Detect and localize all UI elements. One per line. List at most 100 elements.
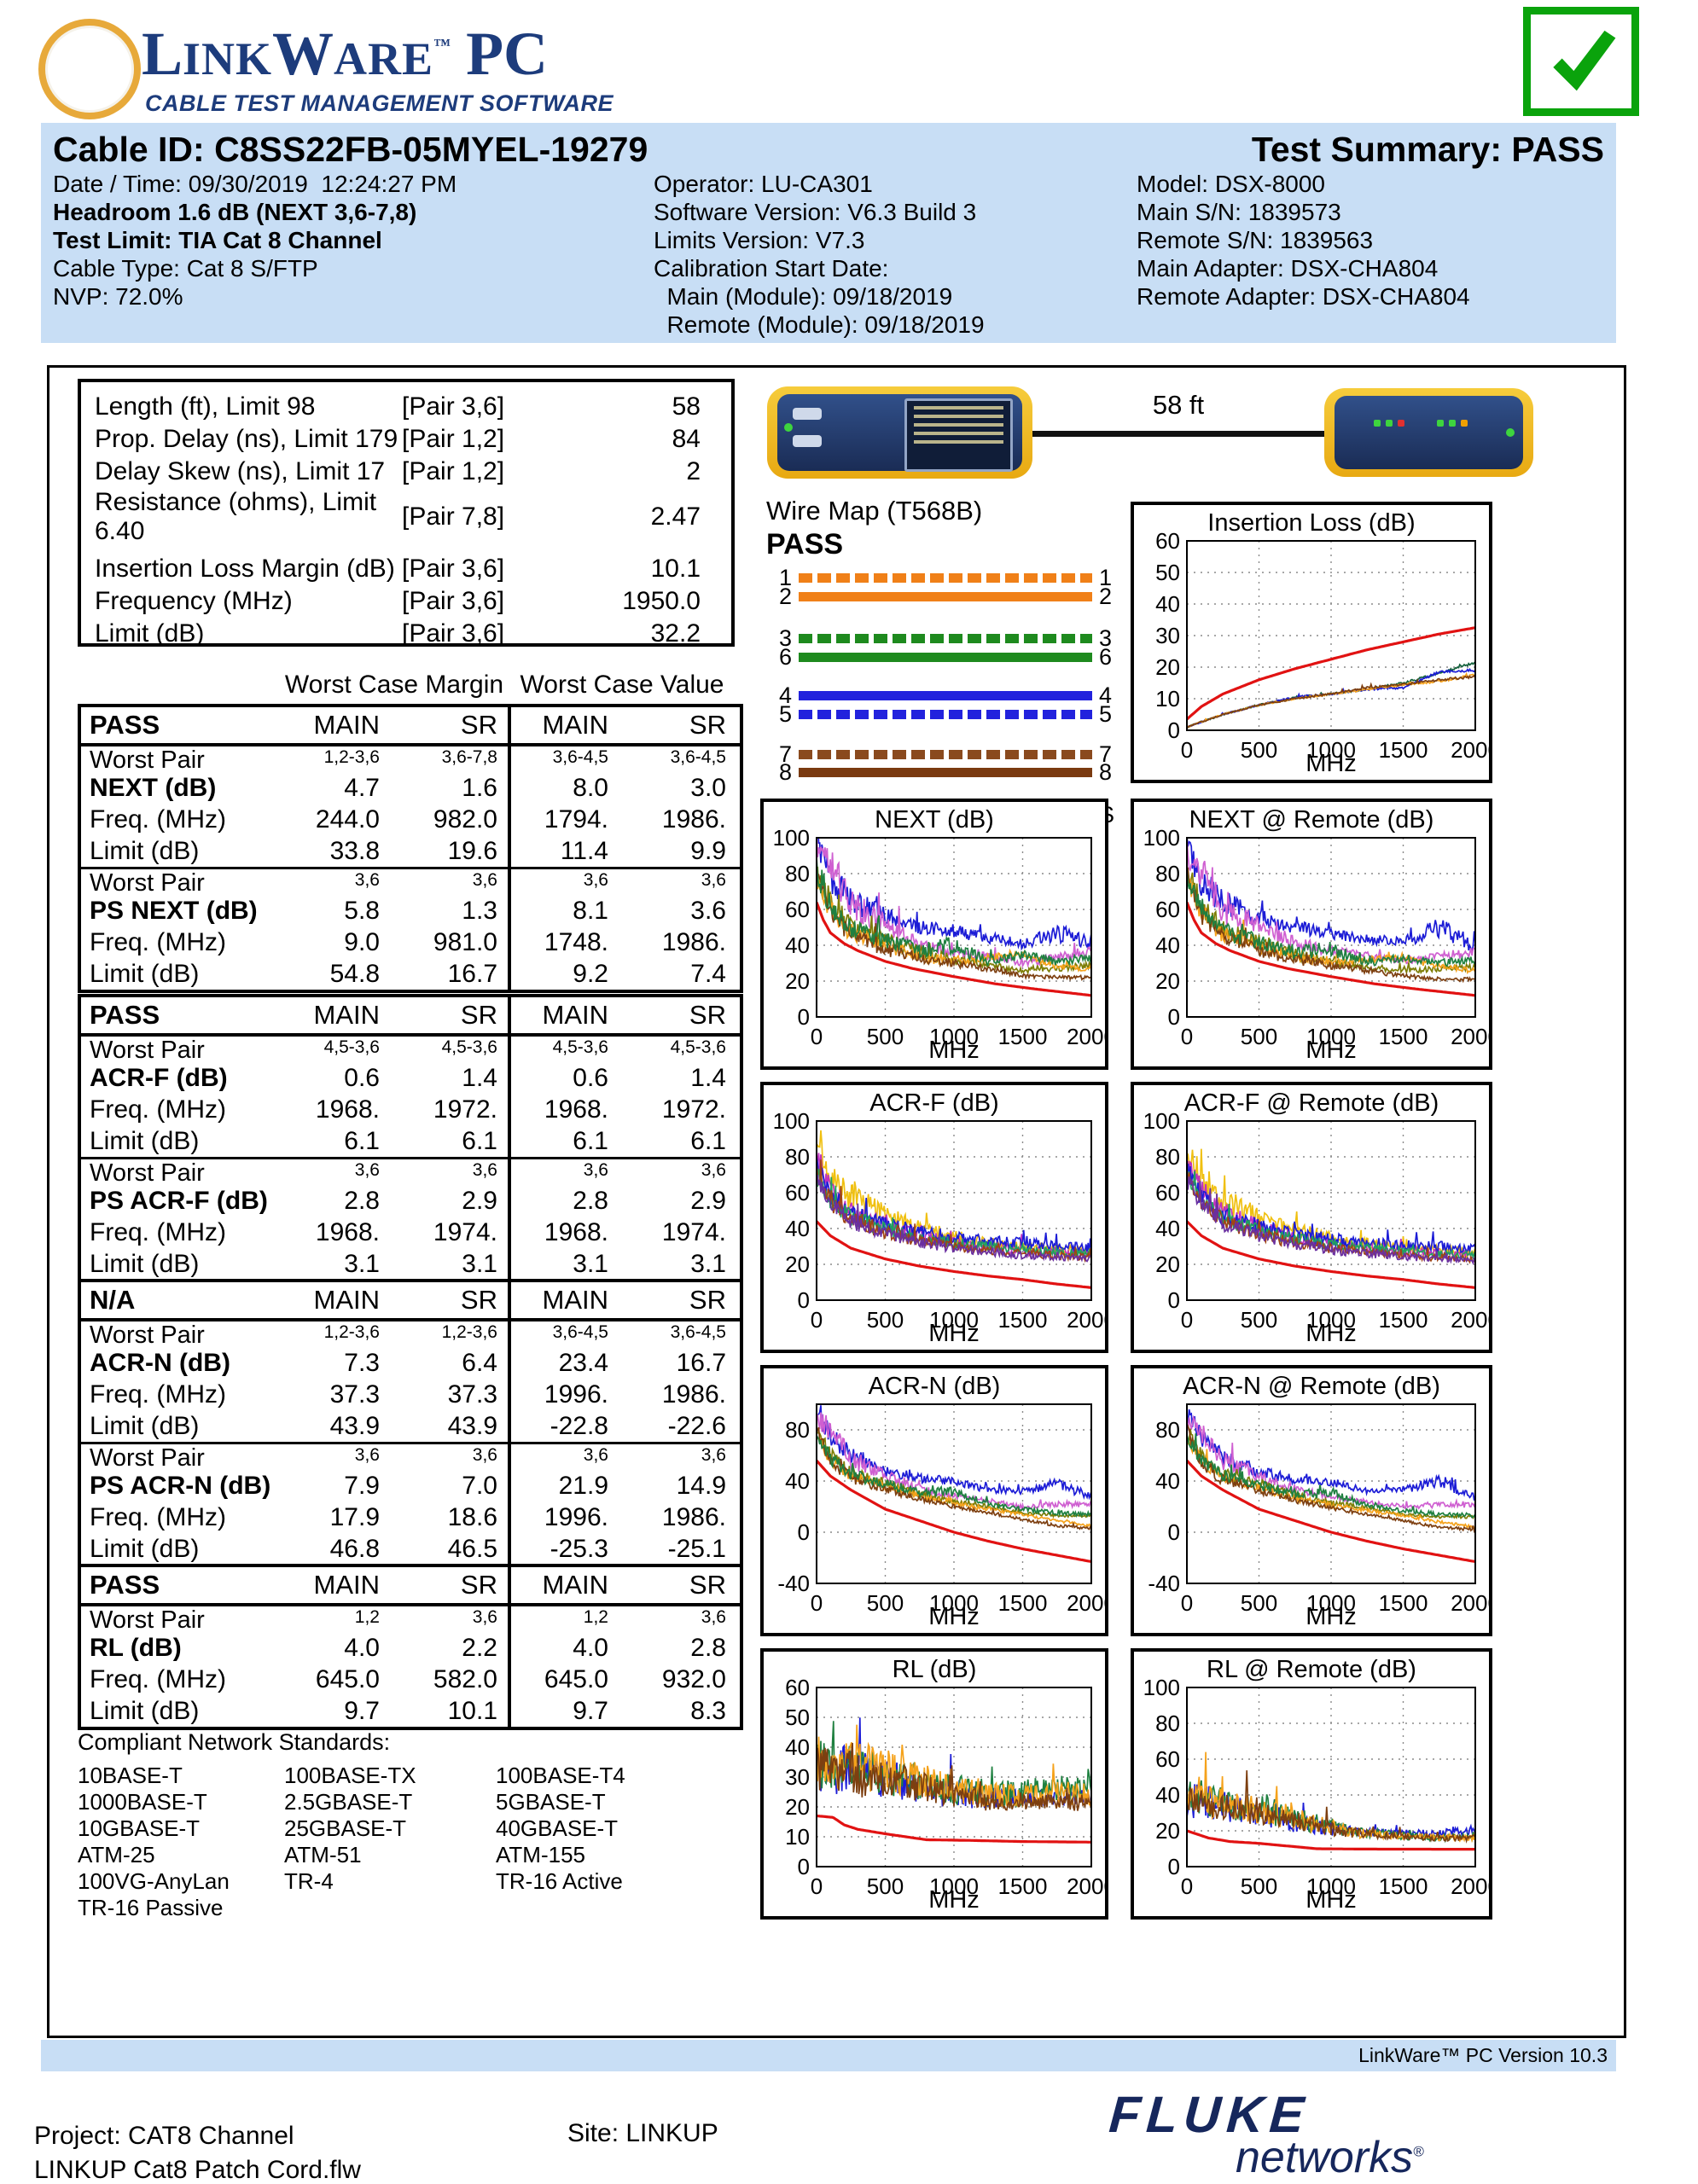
result-row-value: 3,6 bbox=[701, 1160, 726, 1180]
chart-series-s4 bbox=[1187, 674, 1475, 729]
x-axis-label: MHz bbox=[928, 1886, 980, 1914]
result-row-value: 1,2-3,6 bbox=[323, 747, 380, 767]
acrf-remote-chart: ACR-F @ Remote (dB) 0 20 40 60 80 100 0 500 1000 1… bbox=[1131, 1082, 1492, 1353]
result-row-value: 1996. bbox=[508, 1379, 619, 1410]
standard-item: ATM-155 bbox=[496, 1842, 585, 1867]
y-tick-label: 60 bbox=[1155, 1180, 1180, 1205]
result-row-value: 1794. bbox=[508, 804, 619, 835]
summary-row-label: Length (ft), Limit 98 bbox=[95, 392, 316, 421]
version-band: LinkWare™ PC Version 10.3 bbox=[41, 2040, 1616, 2071]
summary-row-value: 58 bbox=[672, 392, 701, 421]
result-row-label: Limit (dB) bbox=[90, 836, 200, 865]
x-tick-label: 1500 bbox=[1379, 1307, 1428, 1333]
result-row-value: 9.2 bbox=[508, 958, 619, 990]
x-tick-label: 2000 bbox=[1451, 737, 1489, 763]
summary-row-label: Insertion Loss Margin (dB) bbox=[95, 555, 395, 583]
result-row-value: 2.2 bbox=[462, 1633, 497, 1662]
result-row-label: PS ACR-N (dB) bbox=[90, 1471, 271, 1500]
result-row-value: 9.7 bbox=[344, 1696, 380, 1725]
y-tick-label: 40 bbox=[1155, 1782, 1180, 1808]
result-row-value: 3,6 bbox=[354, 1160, 380, 1180]
y-tick-label: 0 bbox=[1168, 717, 1180, 743]
result-table-column-header: SR bbox=[689, 1570, 726, 1600]
y-tick-label: 80 bbox=[785, 1144, 810, 1170]
y-tick-label: 40 bbox=[785, 1216, 810, 1241]
chart-limit-line bbox=[817, 1220, 1091, 1289]
chart-series-s4 bbox=[817, 1435, 1091, 1528]
result-row-value: 1,2 bbox=[354, 1607, 380, 1627]
chart-limit-line bbox=[1187, 1459, 1475, 1564]
result-row-value: 4.7 bbox=[344, 773, 380, 802]
result-row-label: Freq. (MHz) bbox=[90, 1095, 226, 1124]
result-row-value: -22.8 bbox=[508, 1410, 619, 1442]
wire-pin-left: 1 bbox=[778, 564, 792, 590]
y-tick-label: 20 bbox=[1155, 1818, 1180, 1844]
result-row-value: 6.1 bbox=[462, 1126, 497, 1155]
result-table-row: Limit (dB) 33.8 19.6 11.4 9.9 bbox=[81, 835, 740, 869]
y-tick-label: 60 bbox=[785, 1675, 810, 1700]
chart-series-s5 bbox=[817, 863, 1091, 982]
x-axis-label: MHz bbox=[1305, 750, 1357, 777]
x-tick-label: 1500 bbox=[1379, 1873, 1428, 1899]
wire-map-title: Wire Map (T568B) bbox=[766, 496, 983, 526]
x-tick-label: 500 bbox=[867, 1590, 904, 1616]
rl-chart: RL (dB)01020304050600500100015002000MHz bbox=[760, 1648, 1108, 1920]
result-row-value: 3,6 bbox=[701, 1607, 726, 1627]
header-info-line: Main S/N: 1839573 bbox=[1137, 199, 1341, 225]
result-table-column-header: SR bbox=[460, 710, 497, 740]
chart-series-s4 bbox=[817, 1742, 1091, 1811]
standard-item: 100VG-AnyLan bbox=[78, 1868, 230, 1894]
y-tick-label: 20 bbox=[785, 968, 810, 994]
result-table-column-header: MAIN bbox=[313, 710, 381, 740]
report-body: Length (ft), Limit 98 [Pair 3,6] 58 Prop. D… bbox=[47, 365, 1626, 2038]
header-info-line: Limits Version: V7.3 bbox=[654, 227, 865, 253]
x-tick-label: 1500 bbox=[998, 1590, 1048, 1616]
result-row-label: RL (dB) bbox=[90, 1633, 182, 1662]
x-tick-label: 500 bbox=[1241, 1307, 1277, 1333]
result-table-column-header: MAIN bbox=[313, 1570, 381, 1600]
chart-limit-line bbox=[1187, 1220, 1475, 1289]
main-tester-face bbox=[777, 394, 1022, 472]
y-tick-label: 20 bbox=[785, 1252, 810, 1277]
x-tick-label: 1000 bbox=[1306, 1590, 1356, 1616]
x-tick-label: 0 bbox=[811, 1307, 823, 1333]
result-row-value: 1.6 bbox=[462, 773, 497, 802]
y-tick-label: 0 bbox=[798, 1519, 810, 1545]
header-info-line: Model: DSX-8000 bbox=[1137, 171, 1326, 197]
wire-line bbox=[799, 767, 1092, 777]
summary-row-label: Resistance (ohms), Limit 6.40 bbox=[95, 488, 377, 545]
y-tick-label: 80 bbox=[1155, 861, 1180, 886]
result-row-value: 3.1 bbox=[462, 1249, 497, 1278]
result-row-value: 23.4 bbox=[508, 1347, 619, 1379]
summary-table-row: Resistance (ohms), Limit 6.40 [Pair 7,8] 2… bbox=[81, 488, 731, 545]
tester-led bbox=[784, 423, 793, 432]
chart-title: ACR-N (dB) bbox=[869, 1373, 1001, 1400]
result-row-value: 33.8 bbox=[329, 836, 380, 865]
result-row-label: Freq. (MHz) bbox=[90, 1502, 226, 1531]
header-info-line: Remote Adapter: DSX-CHA804 bbox=[1137, 283, 1470, 310]
trademark-symbol: ™ bbox=[433, 36, 451, 55]
result-table-column-header: MAIN bbox=[508, 1567, 619, 1603]
header-title-row: Cable ID: C8SS22FB-05MYEL-19279 Test Sum… bbox=[41, 123, 1616, 170]
result-table-row: PS ACR-F (dB) 2.8 2.9 2.8 2.9 bbox=[81, 1185, 740, 1217]
x-tick-label: 1000 bbox=[1306, 737, 1356, 763]
summary-row-value: 2.47 bbox=[650, 502, 701, 531]
result-row-value: 9.0 bbox=[344, 927, 380, 956]
acrn-remote-chart: ACR-N @ Remote (dB) -40 0 40 80 0 500 1000 1500 2… bbox=[1131, 1365, 1492, 1636]
result-row-value: 7.4 bbox=[690, 959, 726, 988]
registered-symbol: ® bbox=[1413, 2143, 1424, 2160]
result-row-value: 1968. bbox=[315, 1095, 380, 1124]
result-row-value: 37.3 bbox=[447, 1380, 497, 1409]
chart-series-s3 bbox=[1187, 1428, 1475, 1520]
result-row-value: 244.0 bbox=[315, 804, 380, 834]
y-tick-label: 100 bbox=[773, 825, 810, 851]
y-tick-label: 100 bbox=[1143, 1108, 1180, 1134]
result-row-label: Limit (dB) bbox=[90, 1249, 200, 1278]
result-row-label: Limit (dB) bbox=[90, 959, 200, 988]
x-tick-label: 0 bbox=[811, 1873, 823, 1899]
wire-pin-left: 8 bbox=[778, 758, 792, 785]
acrf-results-table: PASS MAIN SR MAIN SR Worst Pair 4,5-3,6 4,5-3,6… bbox=[78, 994, 743, 1283]
y-tick-label: 20 bbox=[1155, 968, 1180, 994]
result-row-value: 645.0 bbox=[315, 1664, 380, 1693]
